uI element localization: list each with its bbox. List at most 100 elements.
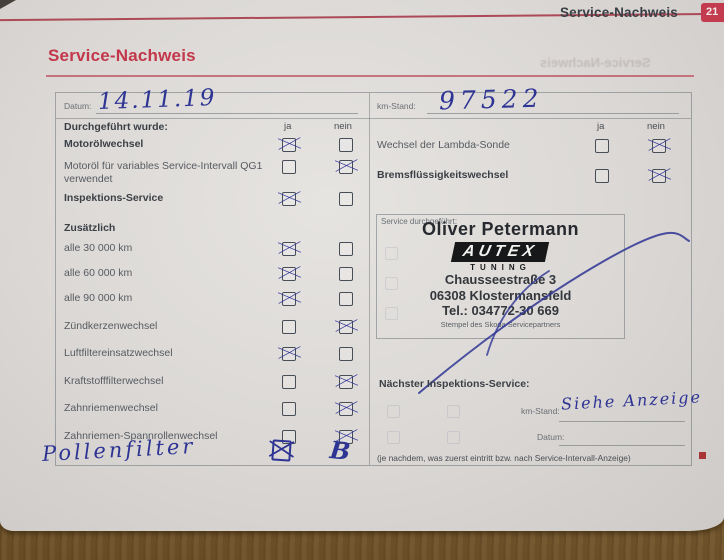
checkbox-nein [339,242,353,256]
stamp-street: Chausseestraße 3 [444,272,557,287]
show-through-title: Service-Nachweis [540,55,651,70]
ja-column-header-left: ja [284,121,292,132]
autex-logo: AUTEX [451,242,550,262]
checkbox-ja [282,320,296,334]
service-form: Datum: 14.11.19 Durchgeführt wurde: ja n… [55,84,702,466]
title-underline [46,75,694,77]
checkbox-ja [282,375,296,389]
datum-label: Datum: [64,101,92,111]
checkbox-nein [339,160,353,174]
row-label: Motoröl für variables Service-Intervall … [64,160,263,186]
datum-field: Datum: 14.11.19 [56,85,369,119]
dealer-stamp-area: Service durchgeführt: Oliver Petermann A… [376,214,625,339]
row-label: Luftfiltereinsatzwechsel [64,347,173,359]
form-right-column: km-Stand: 97522 ja nein Wechsel der Lamb… [369,84,702,465]
checkbox-nein [339,267,353,281]
ja-column-header-right: ja [597,121,605,132]
km-field: km-Stand: 97522 [369,84,691,119]
handwritten-nein-mark: B [328,435,352,466]
checkbox-ja [282,160,296,174]
service-row: Bremsflüssigkeitswechsel [377,169,677,187]
running-header: Service-Nachweis [559,5,678,20]
service-row: Zahnriemenwechsel [64,402,364,420]
dealer-stamp: Oliver Petermann AUTEX TUNING Chausseest… [377,219,624,329]
checkbox-nein [339,292,353,306]
checkbox-ja [282,267,296,281]
service-row: Luftfiltereinsatzwechsel [64,347,364,365]
checkbox-ja [282,292,296,306]
service-row: Wechsel der Lambda-Sonde [377,139,677,157]
row-label: Kraftstofffilterwechsel [64,375,164,387]
service-row: Inspektions-Service [64,192,364,210]
checkbox-nein [339,430,353,444]
checkbox-ja [282,138,296,152]
service-row: Kraftstofffilterwechsel [64,375,364,393]
handwritten-crossed-box [271,439,292,462]
service-row: Zahnriemen-Spannrollenwechsel [64,430,364,448]
next-km-write-line [559,421,685,422]
show-through-box [385,307,398,320]
page-corner-shadow [0,0,16,9]
service-row: alle 30 000 km [64,242,364,260]
stamp-phone: Tel.: 034772-30 669 [442,303,559,319]
checkbox-nein [339,138,353,152]
checkbox-nein [339,347,353,361]
nein-column-header-left: nein [334,121,352,132]
service-row: alle 90 000 km [64,292,364,310]
stamp-city: 06308 Klostermansfeld [429,287,572,303]
handwritten-km: 97522 [438,83,544,116]
km-label: km-Stand: [377,101,416,111]
stamp-owner-name: Oliver Petermann [421,219,580,239]
form-left-column: Datum: 14.11.19 Durchgeführt wurde: ja n… [56,85,370,465]
footnote: (je nachdem, was zuerst eintritt bzw. na… [377,453,631,463]
zusaetzlich-header: Zusätzlich [64,222,116,234]
checkbox-ja [282,402,296,416]
handwritten-date: 14.11.19 [97,84,217,116]
row-label: Zahnriemen-Spannrollenwechsel [64,430,218,442]
service-row: alle 60 000 km [64,267,364,285]
show-through-box [447,431,460,444]
row-label: Inspektions-Service [64,192,164,204]
checkbox-ja [595,139,609,153]
service-row: Motorölwechsel [64,138,364,156]
stamp-caption: Stempel des Skoda Servicepartners [440,319,561,329]
autex-logo-subtitle: TUNING [470,263,531,272]
checkbox-nein [652,139,666,153]
checkbox-nein [339,192,353,206]
next-datum-write-line [559,445,685,446]
row-label: alle 90 000 km [64,292,133,304]
checkbox-ja [282,347,296,361]
red-corner-marker [699,452,706,459]
km-write-line [427,113,679,114]
service-durchgefuehrt-label: Service durchgeführt: [381,217,458,226]
row-label: alle 60 000 km [64,267,133,279]
next-km-label: km-Stand: [521,406,560,416]
datum-write-line [96,113,358,114]
row-label: Bremsflüssigkeitswechsel [377,169,509,181]
show-through-box [385,247,398,260]
service-row: Motoröl für variables Service-Intervall … [64,160,364,186]
row-label: alle 30 000 km [64,242,133,254]
row-label: Motorölwechsel [64,138,144,150]
nein-column-header-right: nein [647,121,665,132]
checkbox-ja [282,192,296,206]
checkbox-nein [339,320,353,334]
left-section-header: Durchgeführt wurde: [64,121,168,133]
checkbox-nein [652,169,666,183]
page-number-badge: 21 [701,3,724,22]
next-datum-label: Datum: [537,432,565,442]
row-label: Zündkerzenwechsel [64,320,158,332]
show-through-box [447,405,460,418]
page-title: Service-Nachweis [48,46,196,65]
service-row: Zündkerzenwechsel [64,320,364,338]
next-service-title: Nächster Inspektions-Service: [379,378,530,390]
checkbox-ja [595,169,609,183]
show-through-box [387,405,400,418]
checkbox-nein [339,375,353,389]
show-through-box [385,277,398,290]
show-through-box [387,431,400,444]
checkbox-ja [282,242,296,256]
handwritten-next-km: Siehe Anzeige [560,387,703,414]
row-label: Wechsel der Lambda-Sonde [377,139,510,151]
